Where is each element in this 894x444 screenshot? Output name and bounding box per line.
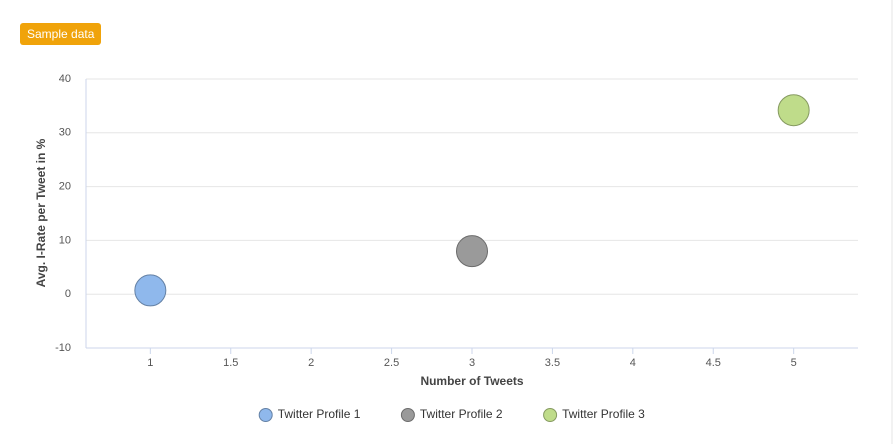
x-tick-label: 3.5 xyxy=(545,357,560,369)
bubble xyxy=(777,94,810,127)
y-axis-title: Avg. I-Rate per Tweet in % xyxy=(34,138,48,287)
y-tick-label: -10 xyxy=(55,342,71,354)
legend-label: Twitter Profile 2 xyxy=(420,407,503,421)
x-axis-title: Number of Tweets xyxy=(420,374,523,388)
y-tick-label: 0 xyxy=(65,288,71,300)
y-tick-label: 30 xyxy=(59,127,71,139)
y-tick-label: 40 xyxy=(59,73,71,85)
bubble xyxy=(134,274,167,307)
x-tick-label: 4.5 xyxy=(706,357,721,369)
x-tick-label: 2 xyxy=(308,357,314,369)
x-tick-label: 4 xyxy=(630,357,636,369)
x-tick-label: 1.5 xyxy=(223,357,238,369)
legend-marker xyxy=(258,408,273,422)
sample-badge: Sample data xyxy=(20,23,102,45)
legend-label: Twitter Profile 3 xyxy=(562,407,645,421)
legend-label: Twitter Profile 1 xyxy=(278,407,361,421)
x-tick-label: 3 xyxy=(469,357,475,369)
y-tick-label: 10 xyxy=(59,234,71,246)
bubble xyxy=(456,235,488,268)
legend-marker xyxy=(400,408,415,422)
legend-marker xyxy=(543,408,558,422)
x-tick-label: 2.5 xyxy=(384,357,399,369)
y-tick-label: 20 xyxy=(59,181,71,193)
x-tick-label: 5 xyxy=(791,357,797,369)
x-tick-label: 1 xyxy=(147,357,153,369)
